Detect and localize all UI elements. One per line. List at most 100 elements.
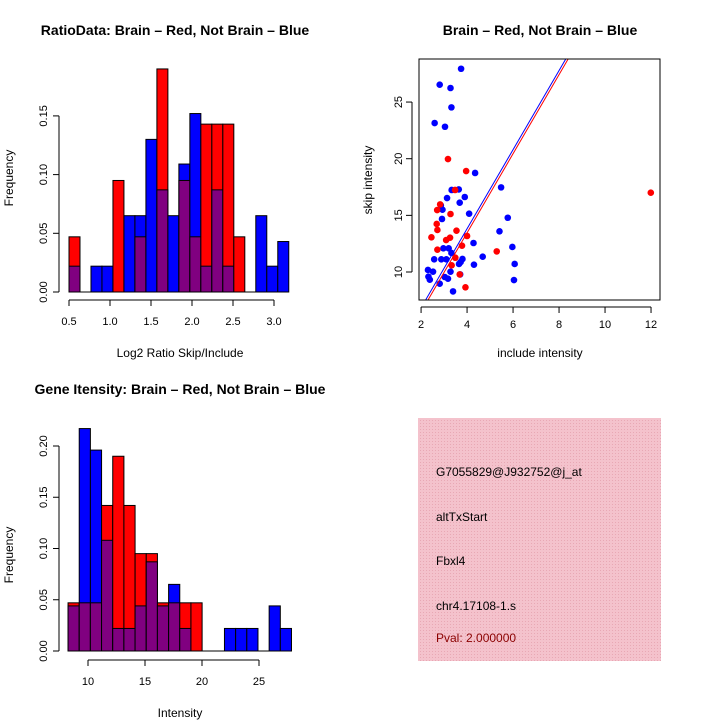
scatter-point-blue: [440, 245, 447, 252]
scatter-box: [418, 58, 661, 301]
info-panel: [418, 418, 661, 661]
hist2-overlap-bar: [145, 561, 158, 652]
scatter-point-blue: [439, 206, 446, 213]
scatter-point-red: [493, 248, 501, 255]
hist1-bar: [112, 179, 125, 293]
hist1-overlap-bar: [222, 265, 235, 293]
hist1-overlap-bar: [200, 265, 213, 293]
hist1-x-tick-label: 1.5: [143, 316, 158, 328]
scatter-y-tick-label: 20: [393, 153, 405, 165]
scatter-point-red: [433, 220, 441, 228]
hist2-overlap-bar: [112, 627, 125, 652]
hist2-overlap-bar: [123, 627, 136, 652]
hist2-y-tick-label: 0.20: [38, 435, 50, 456]
hist2-overlap-bar: [89, 602, 103, 652]
hist1-x-tick-label: 3.0: [266, 316, 281, 328]
scatter-x-tick-label: 10: [599, 319, 611, 331]
scatter-x-tick-label: 12: [645, 319, 657, 331]
scatter-point-blue: [431, 119, 438, 127]
scatter-point-blue: [441, 123, 449, 131]
scatter-point-blue: [511, 260, 518, 268]
scatter-point-red: [462, 284, 469, 291]
hist2-bar: [223, 627, 237, 652]
scatter-point-blue: [449, 288, 457, 295]
scatter-point-red: [647, 189, 655, 197]
location: chr4.17108-1.s: [436, 599, 516, 613]
hist2-bar: [246, 627, 259, 652]
scatter-point-red: [436, 201, 444, 208]
scatter-point-blue: [438, 256, 445, 263]
hist1-title: RatioData: Brain – Red, Not Brain – Blue: [41, 22, 310, 38]
hist2-y-tick-label: 0.00: [38, 640, 50, 661]
scatter-plot: 2 4 6 8 10 12 10 15 20 25: [393, 58, 661, 331]
scatter-point-blue: [443, 256, 450, 263]
event-type: altTxStart: [436, 510, 488, 524]
scatter-point-blue: [471, 169, 479, 177]
scatter-point-blue: [444, 275, 452, 282]
hist2-bar: [190, 602, 203, 652]
hist2-y-tick-label: 0.10: [38, 538, 50, 559]
hist2-plot: 0.00 0.05 0.10 0.15 0.20 10 15 20 25: [38, 428, 292, 688]
hist2-ylabel: Frequency: [2, 527, 16, 584]
hist1-overlap-bar: [189, 236, 202, 293]
hist1-bar: [90, 265, 103, 293]
scatter-point-blue: [457, 65, 465, 73]
hist1-xlabel: Log2 Ratio Skip/Include: [117, 346, 244, 360]
hist1-y-tick-label: 0.15: [38, 105, 50, 126]
scatter-point-red: [453, 227, 460, 234]
scatter-point-red: [434, 226, 441, 234]
scatter-point-blue: [461, 193, 469, 201]
hist2-overlap-bar: [134, 605, 147, 652]
scatter-xlabel: include intensity: [497, 346, 582, 360]
scatter-y-tick-label: 15: [393, 209, 405, 221]
scatter-point-red: [462, 167, 470, 175]
hist2-x-tick-label: 20: [196, 676, 208, 688]
scatter-point-blue: [436, 81, 443, 89]
hist2-overlap-bar: [168, 602, 181, 652]
hist2-x-tick-label: 15: [139, 676, 151, 688]
scatter-point-blue: [510, 276, 518, 284]
probe-id: G7055829@J932752@j_at: [436, 465, 582, 479]
scatter-point-blue: [445, 245, 452, 252]
hist1-x-tick-label: 0.5: [61, 316, 76, 328]
hist2-y-tick-label: 0.05: [38, 589, 50, 610]
scatter-point-red: [448, 262, 455, 269]
hist1-bar: [266, 265, 279, 293]
hist1-bar: [277, 241, 290, 293]
scatter-y-tick-label: 25: [393, 96, 405, 108]
hist1-bar: [145, 138, 158, 293]
fit-line-blue: [425, 59, 567, 300]
hist2-bar: [279, 627, 292, 652]
scatter-x-tick-label: 2: [418, 319, 424, 331]
hist2-x-tick-label: 25: [253, 676, 265, 688]
scatter-point-red: [463, 232, 471, 240]
hist2-overlap-bar: [67, 605, 80, 652]
scatter-point-red: [442, 236, 450, 244]
hist1-ylabel: Frequency: [2, 150, 16, 207]
hist1-overlap-bar: [134, 236, 147, 293]
hist1-bar: [255, 215, 268, 293]
scatter-point-blue: [504, 214, 512, 222]
scatter-title: Brain – Red, Not Brain – Blue: [443, 22, 638, 38]
scatter-point-blue: [509, 243, 516, 251]
hist1-bar: [233, 236, 246, 293]
hist2-bar: [235, 627, 248, 652]
hist1-x-tick-label: 2.0: [184, 316, 199, 328]
pval: Pval: 2.000000: [436, 631, 516, 645]
hist1-overlap-bar: [156, 189, 169, 293]
hist1-plot: 0.00 0.05 0.10 0.15 0.5 1.0 1.5 2.0 2.5 3.0: [38, 68, 290, 328]
hist2-title: Gene Itensity: Brain – Red, Not Brain – …: [35, 381, 326, 397]
scatter-point-blue: [429, 268, 437, 275]
scatter-y-tick-label: 10: [393, 266, 405, 278]
scatter-point-red: [433, 206, 441, 214]
hist1-overlap-bar: [211, 189, 224, 293]
scatter-x-tick-label: 6: [510, 319, 516, 331]
scatter-ylabel: skip intensity: [361, 146, 375, 215]
scatter-x-tick-label: 8: [556, 319, 562, 331]
hist1-overlap-bar: [68, 265, 81, 293]
hist2-y-tick-label: 0.15: [38, 487, 50, 508]
scatter-point-blue: [470, 261, 478, 268]
hist2-overlap-bar: [179, 627, 192, 652]
